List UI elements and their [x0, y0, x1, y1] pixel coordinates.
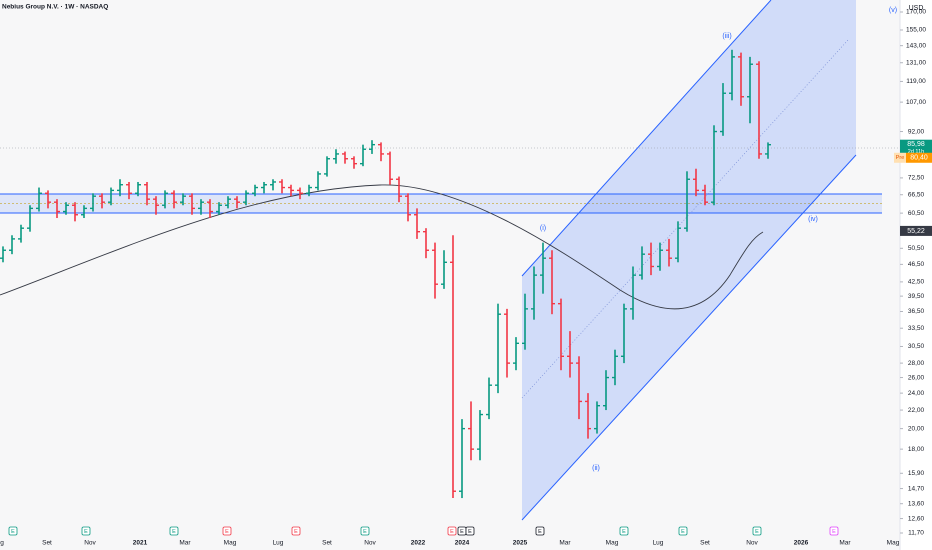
wave-label: (v)	[889, 7, 897, 14]
wave-label: (iv)	[808, 216, 818, 223]
event-marker	[360, 526, 370, 536]
currency: USD	[909, 5, 924, 12]
y-tick-label: 60,50	[908, 210, 925, 217]
event-label: E	[832, 529, 836, 535]
price-axis-panel	[900, 0, 932, 550]
y-tick-label: 12,60	[908, 515, 925, 522]
y-tick-label: 20,00	[908, 425, 925, 432]
y-tick-label: 13,60	[908, 500, 925, 507]
y-tick-label: 11,70	[908, 530, 924, 537]
y-tick-label: 24,00	[908, 390, 925, 397]
last-price-label: 85,98	[907, 141, 925, 148]
event-label: E	[622, 529, 626, 535]
event-label: E	[681, 529, 685, 535]
x-tick-label: 2021	[133, 540, 148, 547]
event-marker	[169, 526, 179, 536]
y-tick-label: 155,00	[906, 27, 926, 34]
event-label: E	[225, 529, 229, 535]
y-tick-label: 28,00	[908, 360, 925, 367]
x-tick-label: Set	[322, 540, 332, 547]
channel-bottom	[521, 154, 857, 521]
event-label: E	[460, 529, 464, 535]
y-tick-label: 42,50	[908, 279, 925, 286]
event-marker	[619, 526, 629, 536]
premarket-tag: Pre	[896, 155, 905, 161]
premarket-badge	[906, 152, 932, 163]
y-tick-label: 33,50	[908, 325, 925, 332]
y-tick-label: 26,00	[908, 374, 925, 381]
y-tick-label: 39,50	[908, 293, 925, 300]
event-marker	[752, 526, 762, 536]
event-marker	[81, 526, 91, 536]
y-tick-label: 46,50	[908, 261, 925, 268]
premarket-tag-bg	[894, 152, 906, 163]
x-tick-label: g	[0, 540, 4, 547]
x-tick-label: Mar	[839, 540, 851, 547]
x-tick-label: 2022	[411, 540, 426, 547]
y-tick-label: 14,70	[908, 485, 925, 492]
x-tick-label: 2024	[455, 540, 470, 547]
event-marker	[291, 526, 301, 536]
x-tick-label: Mag	[224, 540, 237, 547]
wave-label: (iii)	[722, 33, 731, 40]
x-tick-label: Nov	[746, 540, 758, 547]
y-tick-label: 22,00	[908, 407, 925, 414]
y-tick-label: 66,50	[908, 191, 925, 198]
x-tick-label: Mar	[179, 540, 191, 547]
event-marker	[447, 526, 457, 536]
event-marker	[8, 526, 18, 536]
y-tick-label: 119,00	[906, 78, 926, 85]
wave-label: (i)	[540, 225, 546, 232]
event-marker	[535, 526, 545, 536]
event-label: E	[294, 529, 298, 535]
price-axis: 170,00 155,00 143,00 131,00 119,00 107,00 92,0…	[900, 9, 926, 537]
event-marker	[678, 526, 688, 536]
y-tick-label: 143,00	[906, 42, 926, 49]
ma-label: 55,22	[907, 228, 925, 235]
y-tick-label: 18,00	[908, 446, 925, 453]
event-label: E	[450, 529, 454, 535]
event-label: E	[363, 529, 367, 535]
x-tick-label: Set	[42, 540, 52, 547]
event-label: E	[468, 529, 472, 535]
event-label: E	[84, 529, 88, 535]
chart-title: Nebius Group N.V. · 1W · NASDAQ	[2, 4, 108, 11]
y-tick-label: 50,50	[908, 245, 925, 252]
y-tick-label: 36,50	[908, 308, 925, 315]
premarket-label: 80,40	[910, 155, 928, 162]
y-tick-label: 15,90	[908, 470, 925, 477]
moving-average	[0, 184, 764, 310]
x-tick-label: Mag	[606, 540, 619, 547]
y-tick-label: 170,00	[906, 9, 926, 16]
x-tick-label: Mag	[887, 540, 900, 547]
countdown: 2d 11h	[908, 149, 924, 155]
x-tick-label: Mar	[559, 540, 571, 547]
y-tick-label: 92,00	[908, 128, 925, 135]
x-tick-label: Lug	[273, 540, 284, 547]
x-tick-label: Nov	[364, 540, 376, 547]
event-label: E	[538, 529, 542, 535]
y-tick-label: 72,50	[908, 175, 925, 182]
x-tick-label: Lug	[653, 540, 664, 547]
y-tick-label: 131,00	[906, 59, 926, 66]
event-label: E	[11, 529, 15, 535]
x-tick-label: Nov	[84, 540, 96, 547]
x-tick-label: 2026	[794, 540, 809, 547]
event-label: E	[172, 529, 176, 535]
event-label: E	[755, 529, 759, 535]
y-tick-label: 30,50	[908, 343, 925, 350]
event-marker	[465, 526, 475, 536]
x-tick-label: Set	[700, 540, 710, 547]
ma-badge	[900, 225, 932, 236]
event-marker	[222, 526, 232, 536]
y-tick-label: 107,00	[906, 99, 926, 106]
wave-label: (ii)	[592, 465, 600, 472]
x-tick-label: 2025	[513, 540, 528, 547]
event-marker	[829, 526, 839, 536]
channel-top	[521, 0, 772, 277]
last-price-badge	[900, 139, 932, 157]
